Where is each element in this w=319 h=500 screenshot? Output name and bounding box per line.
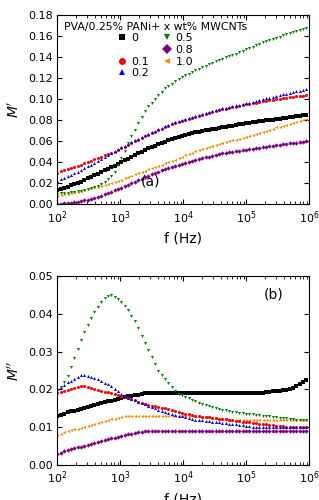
X-axis label: f (Hz): f (Hz): [164, 231, 203, 245]
X-axis label: f (Hz): f (Hz): [164, 492, 203, 500]
Text: (a): (a): [141, 174, 160, 188]
Y-axis label: $M'$: $M'$: [7, 101, 22, 118]
Y-axis label: $M''$: $M''$: [7, 360, 22, 380]
Legend: 0, , 0.1, 0.2, 0.5, 0.8, 1.0, : 0, , 0.1, 0.2, 0.5, 0.8, 1.0,: [63, 20, 248, 80]
Text: (b): (b): [264, 288, 284, 302]
